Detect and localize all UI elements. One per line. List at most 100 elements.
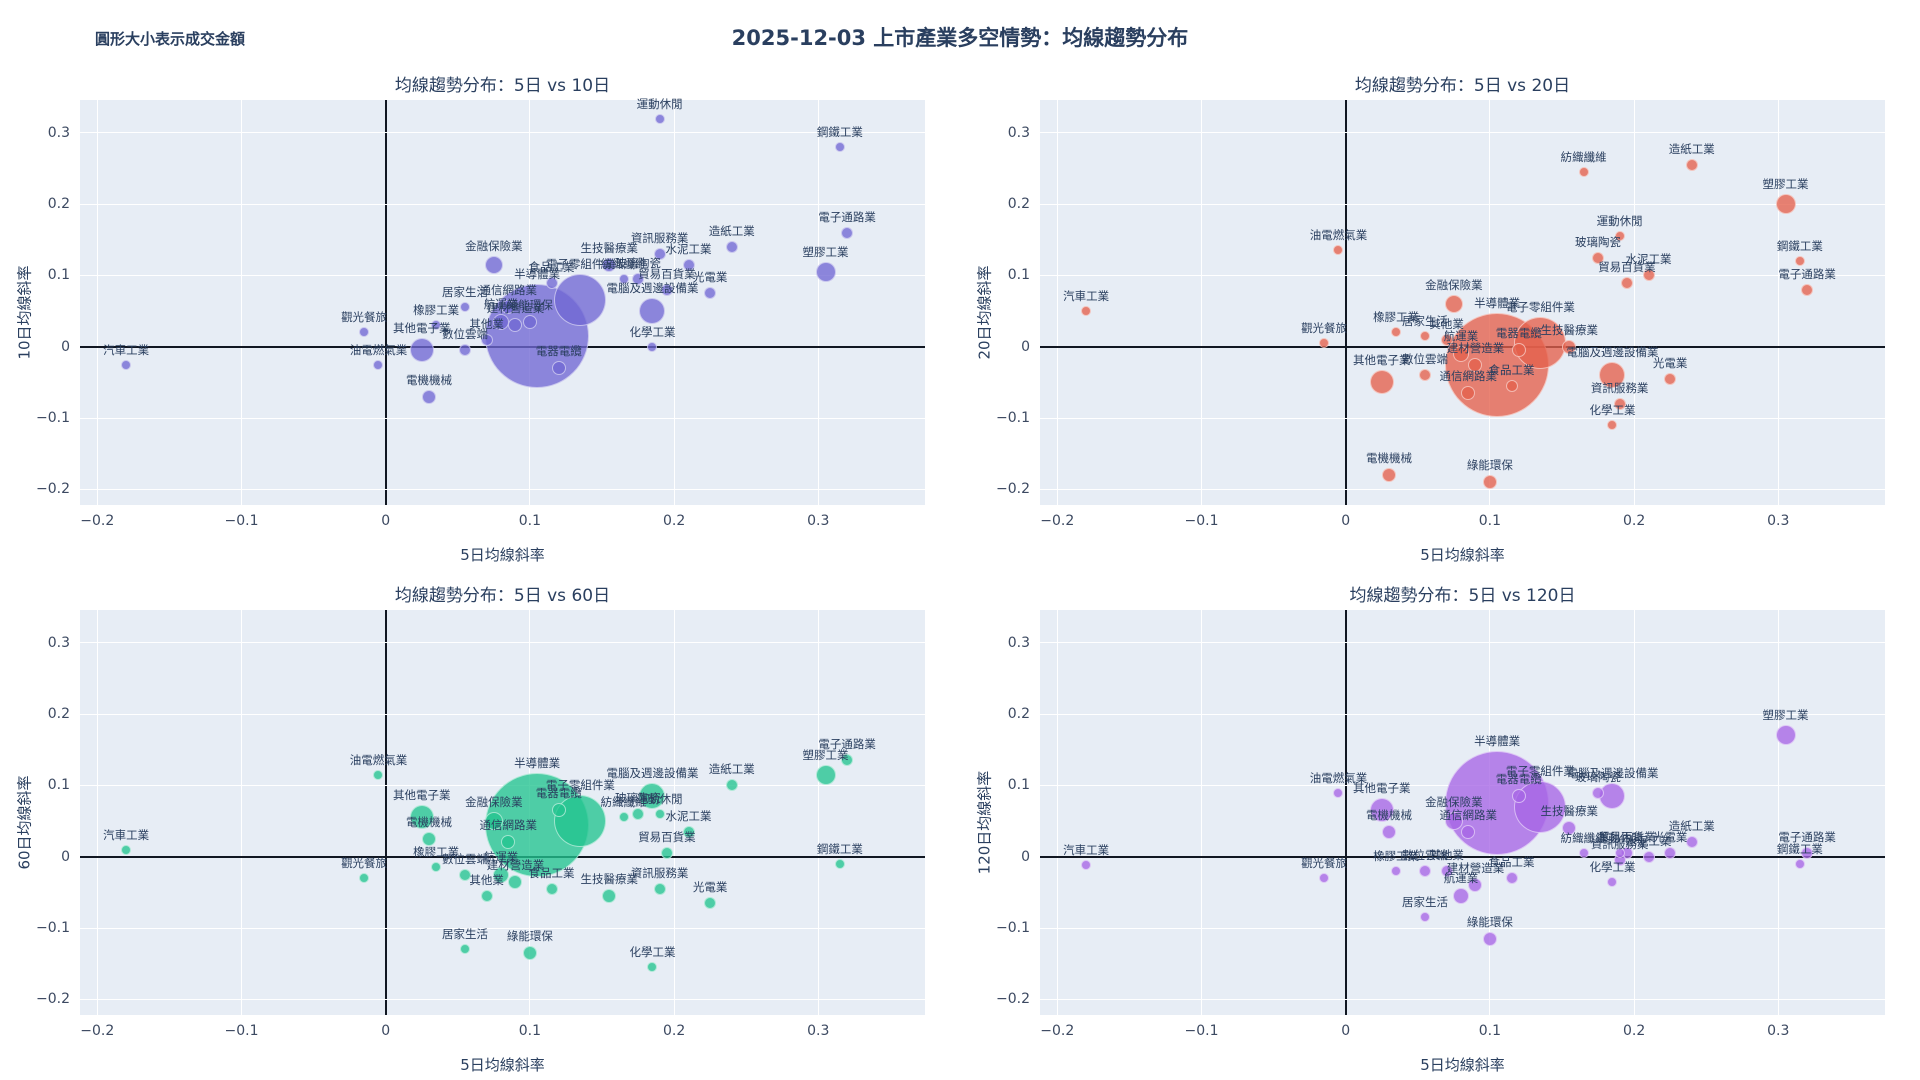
bubble-居家生活[interactable] [460,944,470,955]
bubble-觀光餐旅[interactable] [1319,873,1330,884]
bubble-建材營造業[interactable] [508,874,523,889]
bubble-鋼鐵工業[interactable] [1794,256,1805,267]
bubble-電子通路業[interactable] [841,226,854,239]
bubble-造紙工業[interactable] [1685,158,1698,171]
bubble-生技醫療業[interactable] [602,888,617,903]
bubble-造紙工業[interactable] [725,779,738,792]
bubble-運動休閒[interactable] [1614,231,1625,242]
bubble-電機機械[interactable] [421,831,436,846]
bubble-化學工業[interactable] [1607,876,1618,887]
bubble-紡織纖維[interactable] [1578,848,1589,859]
bubble-綠能環保[interactable] [1482,931,1497,946]
bubble-玻璃陶瓷[interactable] [1592,786,1605,799]
bubble-油電燃氣業[interactable] [373,359,384,370]
bubble-食品工業[interactable] [545,276,558,289]
bubble-貿易百貨業[interactable] [660,847,673,860]
bubble-電腦及週邊設備業[interactable] [1599,362,1626,389]
bubble-數位雲端[interactable] [459,868,471,881]
bubble-觀光餐旅[interactable] [359,327,370,338]
bubble-油電燃氣業[interactable] [1333,787,1344,798]
bubble-觀光餐旅[interactable] [1319,338,1330,349]
bubble-運動休閒[interactable] [654,808,665,819]
bubble-電腦及週邊設備業[interactable] [639,783,666,810]
bubble-塑膠工業[interactable] [815,261,836,282]
bubble-化學工業[interactable] [647,962,658,973]
bubble-金融保險業[interactable] [1444,294,1463,313]
bubble-金融保險業[interactable] [484,255,503,274]
bubble-其他業[interactable] [1440,333,1453,346]
bubble-通信網路業[interactable] [501,835,516,850]
bubble-電腦及週邊設備業[interactable] [639,298,666,325]
bubble-光電業[interactable] [1664,372,1677,385]
bubble-居家生活[interactable] [1420,912,1430,923]
plot-area[interactable]: 半導體業 電子零組件業 電腦及週邊設備業 其他電子業 塑膠工業 金融保險業 航運業 電器電纜通… [80,610,925,1015]
bubble-造紙工業[interactable] [725,240,738,253]
bubble-橡膠工業[interactable] [1391,865,1402,876]
bubble-電器電纜[interactable] [1511,343,1526,358]
bubble-運動休閒[interactable] [654,113,665,124]
bubble-通信網路業[interactable] [1461,824,1476,839]
bubble-資訊服務業[interactable] [1613,397,1626,410]
bubble-通信網路業[interactable] [501,300,516,315]
bubble-數位雲端[interactable] [1419,369,1431,382]
bubble-橡膠工業[interactable] [1391,327,1402,338]
bubble-其他業[interactable] [480,889,493,902]
bubble-居家生活[interactable] [460,302,470,313]
bubble-食品工業[interactable] [545,882,558,895]
bubble-其他電子業[interactable] [409,338,434,363]
bubble-生技醫療業[interactable] [1562,821,1577,836]
bubble-生技醫療業[interactable] [1562,339,1577,354]
bubble-水泥工業[interactable] [1642,269,1655,282]
plot-area[interactable]: 半導體業 電子零組件業 電腦及週邊設備業 其他電子業 塑膠工業 金融保險業 航運業 電器電纜通… [1040,610,1885,1015]
bubble-油電燃氣業[interactable] [373,769,384,780]
bubble-居家生活[interactable] [1420,331,1430,341]
bubble-油電燃氣業[interactable] [1333,245,1344,256]
bubble-金融保險業[interactable] [484,812,503,831]
bubble-建材營造業[interactable] [1468,357,1483,372]
bubble-綠能環保[interactable] [522,314,537,329]
bubble-塑膠工業[interactable] [1775,194,1796,215]
bubble-其他業[interactable] [1440,864,1453,877]
bubble-塑膠工業[interactable] [815,764,836,785]
bubble-水泥工業[interactable] [682,258,695,271]
bubble-其他電子業[interactable] [409,805,434,830]
bubble-數位雲端[interactable] [459,344,471,357]
bubble-光電業[interactable] [1664,847,1677,860]
bubble-電機機械[interactable] [1381,468,1396,483]
bubble-電機機械[interactable] [421,389,436,404]
bubble-資訊服務業[interactable] [653,882,666,895]
bubble-光電業[interactable] [704,287,717,300]
plot-area[interactable]: 半導體業 電子零組件業 電腦及週邊設備業 其他電子業 塑膠工業 金融保險業 航運業 電器電纜通… [80,97,925,505]
bubble-金融保險業[interactable] [1444,812,1463,831]
bubble-貿易百貨業[interactable] [660,283,673,296]
bubble-汽車工業[interactable] [121,844,132,855]
bubble-玻璃陶瓷[interactable] [632,272,645,285]
bubble-鋼鐵工業[interactable] [1794,858,1805,869]
bubble-其他電子業[interactable] [1369,370,1394,395]
bubble-航運業[interactable] [493,866,510,883]
bubble-綠能環保[interactable] [522,945,537,960]
bubble-運動休閒[interactable] [1614,848,1625,859]
bubble-汽車工業[interactable] [1081,860,1092,871]
bubble-貿易百貨業[interactable] [1620,276,1633,289]
bubble-紡織纖維[interactable] [618,273,629,284]
bubble-數位雲端[interactable] [1419,864,1431,877]
bubble-生技醫療業[interactable] [602,257,617,272]
bubble-電器電纜[interactable] [551,803,566,818]
bubble-綠能環保[interactable] [1482,475,1497,490]
bubble-汽車工業[interactable] [1081,306,1092,317]
bubble-鋼鐵工業[interactable] [834,858,845,869]
bubble-其他電子業[interactable] [1369,798,1394,823]
bubble-資訊服務業[interactable] [653,248,666,260]
bubble-通信網路業[interactable] [1461,386,1476,401]
bubble-建材營造業[interactable] [508,318,523,333]
bubble-電機機械[interactable] [1381,824,1396,839]
bubble-食品工業[interactable] [1505,379,1518,392]
bubble-食品工業[interactable] [1505,872,1518,885]
bubble-電子零組件業[interactable] [1514,317,1567,370]
bubble-電子零組件業[interactable] [554,274,607,327]
bubble-玻璃陶瓷[interactable] [632,807,645,820]
bubble-玻璃陶瓷[interactable] [1592,251,1605,264]
plot-area[interactable]: 半導體業 電子零組件業 電腦及週邊設備業 其他電子業 塑膠工業 金融保險業 航運業 電器電纜通… [1040,100,1885,505]
bubble-電器電纜[interactable] [1511,789,1526,804]
